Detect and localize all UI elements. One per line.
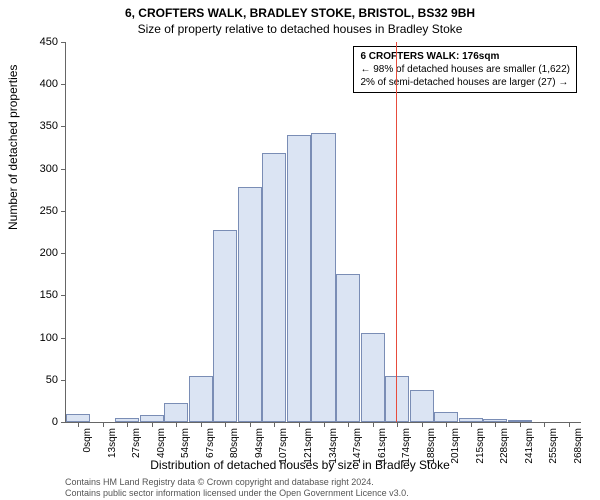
y-tick — [61, 380, 66, 381]
histogram-bar — [410, 390, 434, 422]
histogram-bar — [189, 376, 213, 422]
histogram-bar — [164, 403, 188, 422]
x-tick — [152, 422, 153, 427]
chart-subtitle: Size of property relative to detached ho… — [0, 22, 600, 36]
x-tick — [225, 422, 226, 427]
plot-area: 6 CROFTERS WALK: 176sqm ← 98% of detache… — [65, 42, 581, 423]
x-tick-label: 54sqm — [180, 428, 191, 458]
y-axis-label: Number of detached properties — [6, 65, 20, 230]
y-tick — [61, 126, 66, 127]
x-tick — [373, 422, 374, 427]
x-axis-label: Distribution of detached houses by size … — [0, 458, 600, 472]
x-tick — [446, 422, 447, 427]
x-tick-label: 27sqm — [131, 428, 142, 458]
histogram-bar — [213, 230, 237, 422]
chart-title-address: 6, CROFTERS WALK, BRADLEY STOKE, BRISTOL… — [0, 6, 600, 20]
info-box-smaller: ← 98% of detached houses are smaller (1,… — [360, 63, 570, 76]
histogram-bar — [66, 414, 90, 422]
y-tick-label: 150 — [40, 289, 58, 301]
x-tick-label: 13sqm — [107, 428, 118, 458]
y-tick-label: 100 — [40, 332, 58, 344]
x-tick — [176, 422, 177, 427]
y-tick — [61, 211, 66, 212]
y-tick-label: 400 — [40, 78, 58, 90]
histogram-bar — [262, 153, 286, 422]
marker-line — [396, 42, 397, 422]
y-tick-label: 450 — [40, 36, 58, 48]
y-tick-label: 250 — [40, 205, 58, 217]
x-tick-label: 80sqm — [229, 428, 240, 458]
info-box-larger: 2% of semi-detached houses are larger (2… — [360, 76, 570, 89]
x-tick-label: 0sqm — [82, 428, 93, 452]
info-box-title: 6 CROFTERS WALK: 176sqm — [360, 50, 570, 63]
histogram-bar — [311, 133, 335, 422]
footer-copyright: Contains HM Land Registry data © Crown c… — [65, 477, 374, 487]
x-tick — [520, 422, 521, 427]
x-tick — [348, 422, 349, 427]
y-tick-label: 0 — [52, 416, 58, 428]
histogram-bar — [434, 412, 458, 422]
x-tick — [471, 422, 472, 427]
histogram-bar — [287, 135, 311, 422]
x-tick — [274, 422, 275, 427]
y-tick-label: 200 — [40, 247, 58, 259]
y-tick — [61, 295, 66, 296]
histogram-bar — [361, 333, 385, 422]
y-tick — [61, 42, 66, 43]
y-tick — [61, 84, 66, 85]
x-tick — [250, 422, 251, 427]
x-tick — [103, 422, 104, 427]
x-tick — [495, 422, 496, 427]
x-tick — [397, 422, 398, 427]
y-tick-label: 350 — [40, 120, 58, 132]
x-tick — [544, 422, 545, 427]
histogram-bar — [385, 376, 409, 422]
y-tick — [61, 338, 66, 339]
x-tick — [201, 422, 202, 427]
x-tick-label: 67sqm — [205, 428, 216, 458]
histogram-bar — [238, 187, 262, 422]
footer-licence: Contains public sector information licen… — [65, 488, 409, 498]
y-tick — [61, 253, 66, 254]
x-tick-label: 94sqm — [254, 428, 265, 458]
x-tick — [422, 422, 423, 427]
x-tick — [324, 422, 325, 427]
x-tick — [569, 422, 570, 427]
y-tick-label: 50 — [46, 374, 58, 386]
histogram-bar — [336, 274, 360, 422]
y-tick-label: 300 — [40, 163, 58, 175]
y-tick — [61, 422, 66, 423]
histogram-bar — [140, 415, 164, 422]
x-tick-label: 40sqm — [156, 428, 167, 458]
y-tick — [61, 169, 66, 170]
info-box: 6 CROFTERS WALK: 176sqm ← 98% of detache… — [353, 46, 577, 93]
x-tick — [78, 422, 79, 427]
x-tick — [299, 422, 300, 427]
x-tick — [127, 422, 128, 427]
chart-container: 6, CROFTERS WALK, BRADLEY STOKE, BRISTOL… — [0, 0, 600, 500]
